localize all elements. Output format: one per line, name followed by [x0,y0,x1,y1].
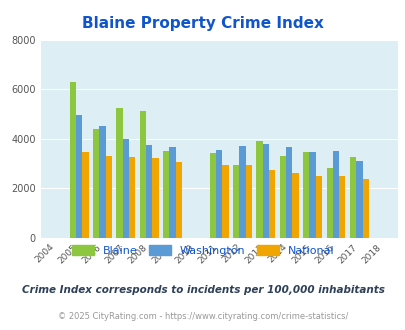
Bar [355,161,362,238]
Bar [122,139,129,238]
Bar [105,156,112,238]
Bar [152,158,158,238]
Text: Blaine Property Crime Index: Blaine Property Crime Index [82,16,323,31]
Bar [256,141,262,238]
Bar [309,152,315,238]
Bar [93,129,99,238]
Bar [163,151,169,238]
Bar [222,165,228,238]
Bar [269,170,275,238]
Bar [70,82,76,238]
Bar [215,150,222,238]
Bar [332,151,338,238]
Bar [146,145,152,238]
Bar [175,162,181,238]
Text: © 2025 CityRating.com - https://www.cityrating.com/crime-statistics/: © 2025 CityRating.com - https://www.city… [58,312,347,321]
Bar [169,147,175,238]
Bar [326,168,332,238]
Bar [338,176,345,238]
Bar [262,144,269,238]
Bar [82,152,88,238]
Bar [286,147,292,238]
Bar [303,152,309,238]
Bar [129,157,135,238]
Bar [292,173,298,238]
Bar [362,180,368,238]
Bar [315,176,321,238]
Bar [99,126,105,238]
Legend: Blaine, Washington, National: Blaine, Washington, National [67,241,338,260]
Bar [232,165,239,238]
Bar [239,146,245,238]
Bar [209,153,215,238]
Bar [279,156,286,238]
Bar [139,112,146,238]
Bar [245,165,252,238]
Text: Crime Index corresponds to incidents per 100,000 inhabitants: Crime Index corresponds to incidents per… [21,285,384,295]
Bar [76,115,82,238]
Bar [116,108,122,238]
Bar [349,157,355,238]
